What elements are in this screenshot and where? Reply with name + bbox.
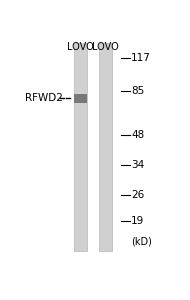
- Bar: [74, 94, 87, 103]
- Text: 85: 85: [131, 86, 144, 96]
- Bar: [74, 43, 87, 251]
- Text: 117: 117: [131, 53, 151, 63]
- Text: 19: 19: [131, 216, 144, 226]
- Text: LOVO: LOVO: [67, 42, 94, 52]
- Text: 34: 34: [131, 160, 144, 170]
- Text: RFWD2: RFWD2: [25, 93, 63, 103]
- Text: (kD): (kD): [131, 237, 152, 247]
- Text: 48: 48: [131, 130, 144, 140]
- Bar: [99, 43, 112, 251]
- Text: 26: 26: [131, 190, 144, 200]
- Text: LOVO: LOVO: [92, 42, 119, 52]
